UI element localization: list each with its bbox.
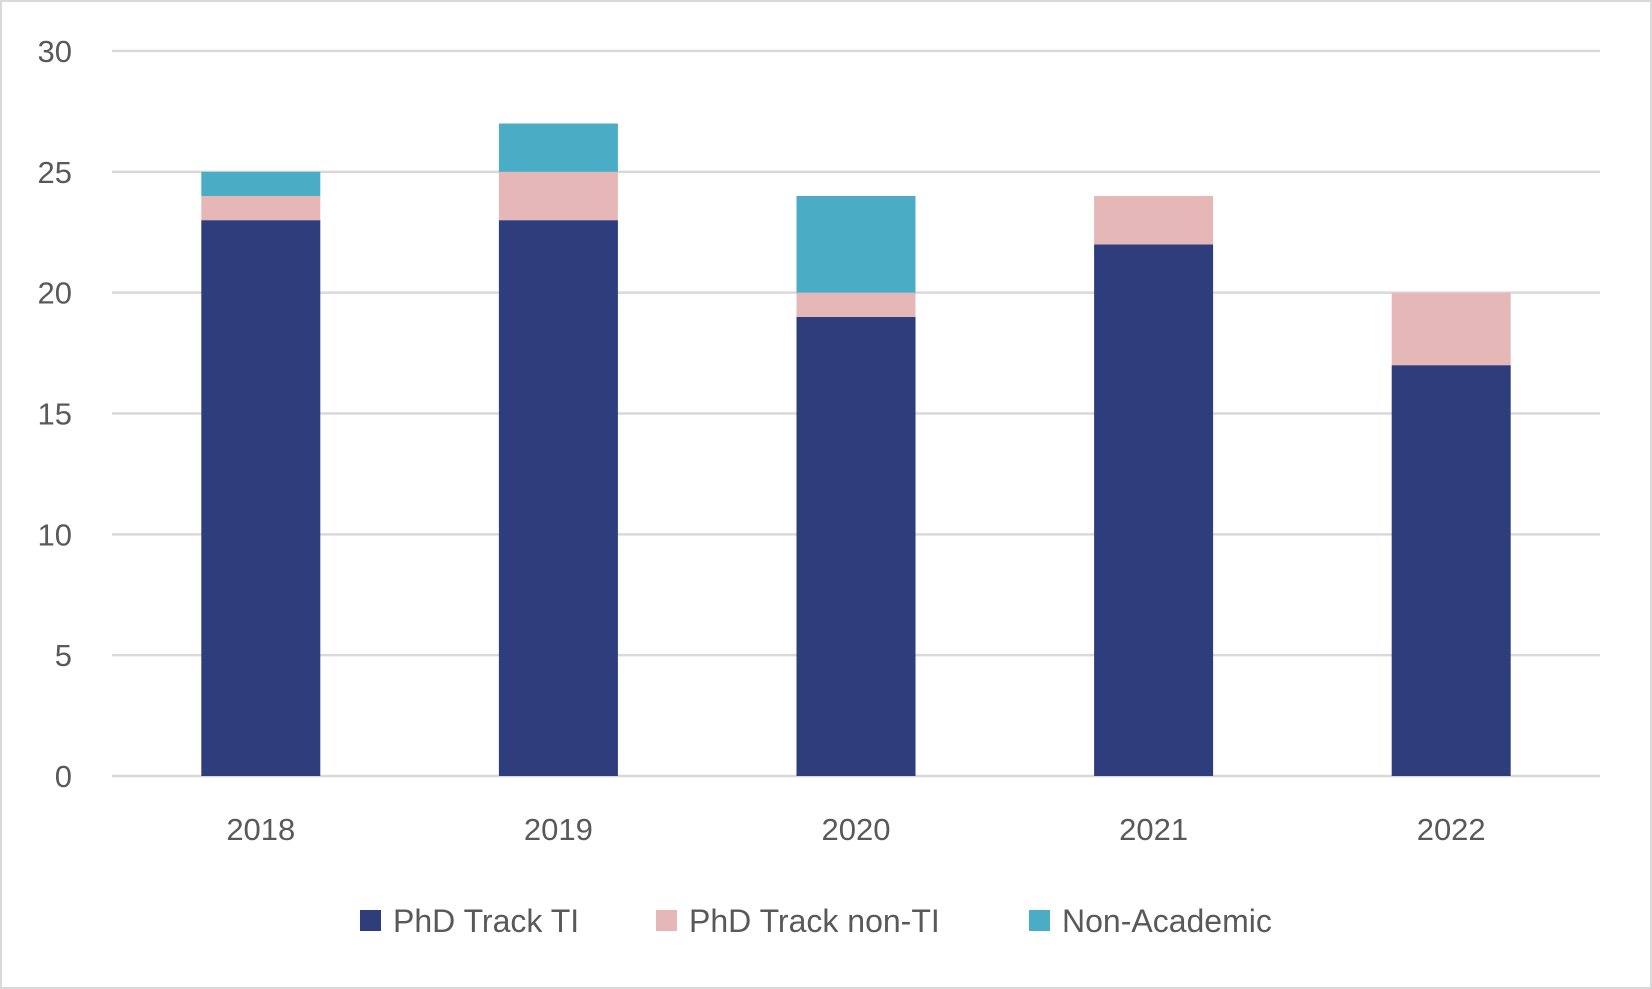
bar-segment-phd-track-ti [796,316,916,776]
y-tick-label: 20 [38,276,72,311]
y-tick-label: 30 [38,34,72,69]
y-tick-label: 5 [55,638,72,673]
x-tick-label: 2021 [1119,812,1188,847]
bar-segment-phd-track-non-ti [1094,196,1214,245]
x-tick-label: 2018 [226,812,295,847]
legend-label: PhD Track TI [393,903,579,939]
x-tick-label: 2019 [524,812,593,847]
bar-segment-non-academic [796,196,916,293]
y-tick-label: 15 [38,397,72,432]
legend-label: Non-Academic [1062,903,1272,939]
bar-segment-phd-track-ti [201,220,321,776]
x-tick-label: 2020 [822,812,891,847]
legend-swatch [1029,910,1050,931]
y-tick-label: 25 [38,155,72,190]
bar-segment-phd-track-ti [498,220,618,776]
legend-label: PhD Track non-TI [689,903,940,939]
bar-segment-phd-track-ti [1391,365,1511,776]
bar-segment-phd-track-ti [1094,244,1214,777]
legend-swatch [360,910,381,931]
bar-segment-phd-track-non-ti [498,171,618,221]
bar-segment-phd-track-non-ti [201,196,321,221]
legend-swatch [656,910,677,931]
x-tick-label: 2022 [1417,812,1486,847]
bar-segment-phd-track-non-ti [796,292,916,317]
bar-segment-non-academic [201,171,321,196]
bar-segment-non-academic [498,123,618,172]
bar-segment-phd-track-non-ti [1391,292,1511,366]
y-tick-label: 10 [38,517,72,552]
y-tick-label: 0 [55,759,72,794]
